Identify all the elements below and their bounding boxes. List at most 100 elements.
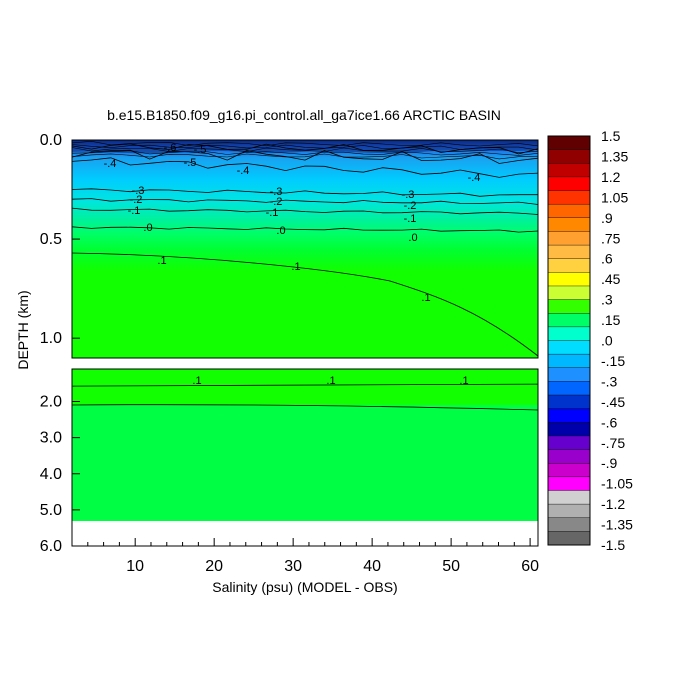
colorbar-swatch	[547, 326, 591, 341]
contour-label-text: -.4	[237, 165, 250, 177]
contour-label-text: .1	[459, 375, 468, 387]
contour-label: -.5	[184, 157, 197, 169]
y-tick-label: 6.0	[40, 538, 62, 555]
colorbar-label: 1.2	[601, 169, 621, 185]
contour-line	[71, 149, 539, 164]
colorbar-swatch	[547, 313, 591, 328]
contour-label-text: -.2	[270, 196, 283, 208]
contour-label-text: -.2	[130, 194, 143, 206]
contour-label: .1	[192, 375, 201, 387]
lower-panel-frame	[71, 368, 539, 547]
surface-dark-band	[72, 140, 538, 154]
contour-label: -.2	[270, 196, 283, 208]
x-tick-label: 30	[284, 558, 302, 575]
upper-panel: -.6 -.5-.5-.4-.4-.4-.3 -.3 -.3-.2 -.2 -.2-.1-…	[71, 139, 539, 359]
contour-label-text: -.4	[104, 158, 117, 170]
contour-label: -.5	[194, 144, 207, 156]
colorbar-swatch	[547, 463, 591, 478]
contour-line	[71, 198, 539, 205]
chart-title: b.e15.B1850.f09_g16.pi_control.all_ga7ic…	[107, 107, 501, 123]
colorbar-label: -.3	[601, 373, 618, 389]
colorbar-frame	[547, 135, 591, 546]
contour-label-text: -.4	[468, 172, 481, 184]
lower-panel-deep-fill	[72, 405, 538, 521]
colorbar-swatch	[547, 394, 591, 410]
contour-line	[71, 140, 539, 147]
contour-label: -.4	[468, 172, 481, 184]
colorbar-label: -1.35	[601, 517, 633, 533]
colorbar-label: .3	[601, 292, 613, 308]
y-tick-label: 2.0	[40, 394, 62, 411]
colorbar-swatch	[547, 531, 591, 546]
colorbar-label: -.45	[601, 394, 625, 410]
colorbar-swatch	[547, 476, 591, 491]
contour-line	[71, 226, 539, 233]
colorbar-swatch	[547, 163, 591, 178]
contour-label: -.2	[130, 194, 143, 206]
colorbar-swatch	[547, 422, 591, 437]
colorbar-swatch	[547, 258, 591, 273]
contour-label: -.1	[128, 205, 141, 217]
colorbar-swatch	[547, 203, 591, 219]
contour-label: -.3	[402, 189, 415, 201]
colorbar-label: -.6	[601, 414, 618, 430]
contour-label-text: -.1	[128, 205, 141, 217]
contour-label: -.3	[132, 185, 145, 197]
colorbar-swatch	[547, 231, 591, 246]
contour-label: .0	[408, 232, 417, 244]
colorbar-swatch	[547, 517, 591, 532]
colorbar-label: .45	[601, 271, 621, 287]
contour-label-text: -.3	[402, 189, 415, 201]
contour-label: -.4	[104, 158, 117, 170]
colorbar-swatch	[547, 381, 591, 396]
colorbar-label: -.15	[601, 353, 625, 369]
contour-label: -.4	[237, 165, 250, 177]
colorbar-label: .6	[601, 251, 613, 267]
y-tick-label: 1.0	[40, 330, 62, 347]
colorbar-swatch	[547, 217, 591, 232]
x-tick-label: 20	[205, 558, 223, 575]
x-tick-label: 60	[521, 558, 539, 575]
contour-label-text: -.5	[184, 157, 197, 169]
contour-label: -.6	[164, 142, 177, 154]
colorbar-swatch	[547, 149, 591, 164]
contour-label: .1	[326, 375, 335, 387]
contour-label: .1	[421, 292, 430, 304]
contour-label-text: .1	[157, 255, 166, 267]
colorbar-label: .0	[601, 333, 613, 349]
upper-panel-frame	[71, 139, 539, 359]
contour-label: .0	[276, 225, 285, 237]
x-axis-label: Salinity (psu) (MODEL - OBS)	[212, 579, 397, 595]
contour-label-text: -.6	[164, 142, 177, 154]
colorbar-swatch	[547, 285, 591, 301]
colorbar-label: 1.35	[601, 148, 628, 164]
contour-line	[71, 157, 539, 178]
colorbar-swatch	[547, 449, 591, 464]
contour-label: -.3	[270, 186, 283, 198]
contour-label-text: -.5	[194, 144, 207, 156]
contour-label-text: .0	[408, 232, 417, 244]
contour-label-text: -.3	[270, 186, 283, 198]
x-tick-label: 50	[442, 558, 460, 575]
colorbar-label: 1.5	[601, 128, 621, 144]
contour-label-text: -.1	[404, 213, 417, 225]
contour-line	[71, 147, 539, 154]
contour-label: .1	[157, 255, 166, 267]
colorbar-swatch	[547, 408, 591, 423]
colorbar-swatch	[547, 367, 591, 382]
lower-panel: .1 .1 .1	[71, 368, 539, 547]
contour-label-text: .1	[421, 292, 430, 304]
contour-label-text: -.3	[132, 185, 145, 197]
contour-label-text: .0	[276, 225, 285, 237]
colorbar-label: .9	[601, 210, 613, 226]
contour-line	[71, 153, 539, 160]
lower-contours: .1 .1 .1	[71, 375, 539, 411]
colorbar-swatch	[547, 503, 591, 519]
contour-label-text: -.2	[404, 200, 417, 212]
upper-contours: -.6 -.5-.5-.4-.4-.4-.3 -.3 -.3-.2 -.2 -.2-.1-…	[71, 140, 539, 357]
colorbar-swatch	[547, 272, 591, 287]
x-tick-label: 10	[126, 558, 144, 575]
colorbar-swatch	[547, 340, 591, 355]
contour-label-text: .1	[326, 375, 335, 387]
